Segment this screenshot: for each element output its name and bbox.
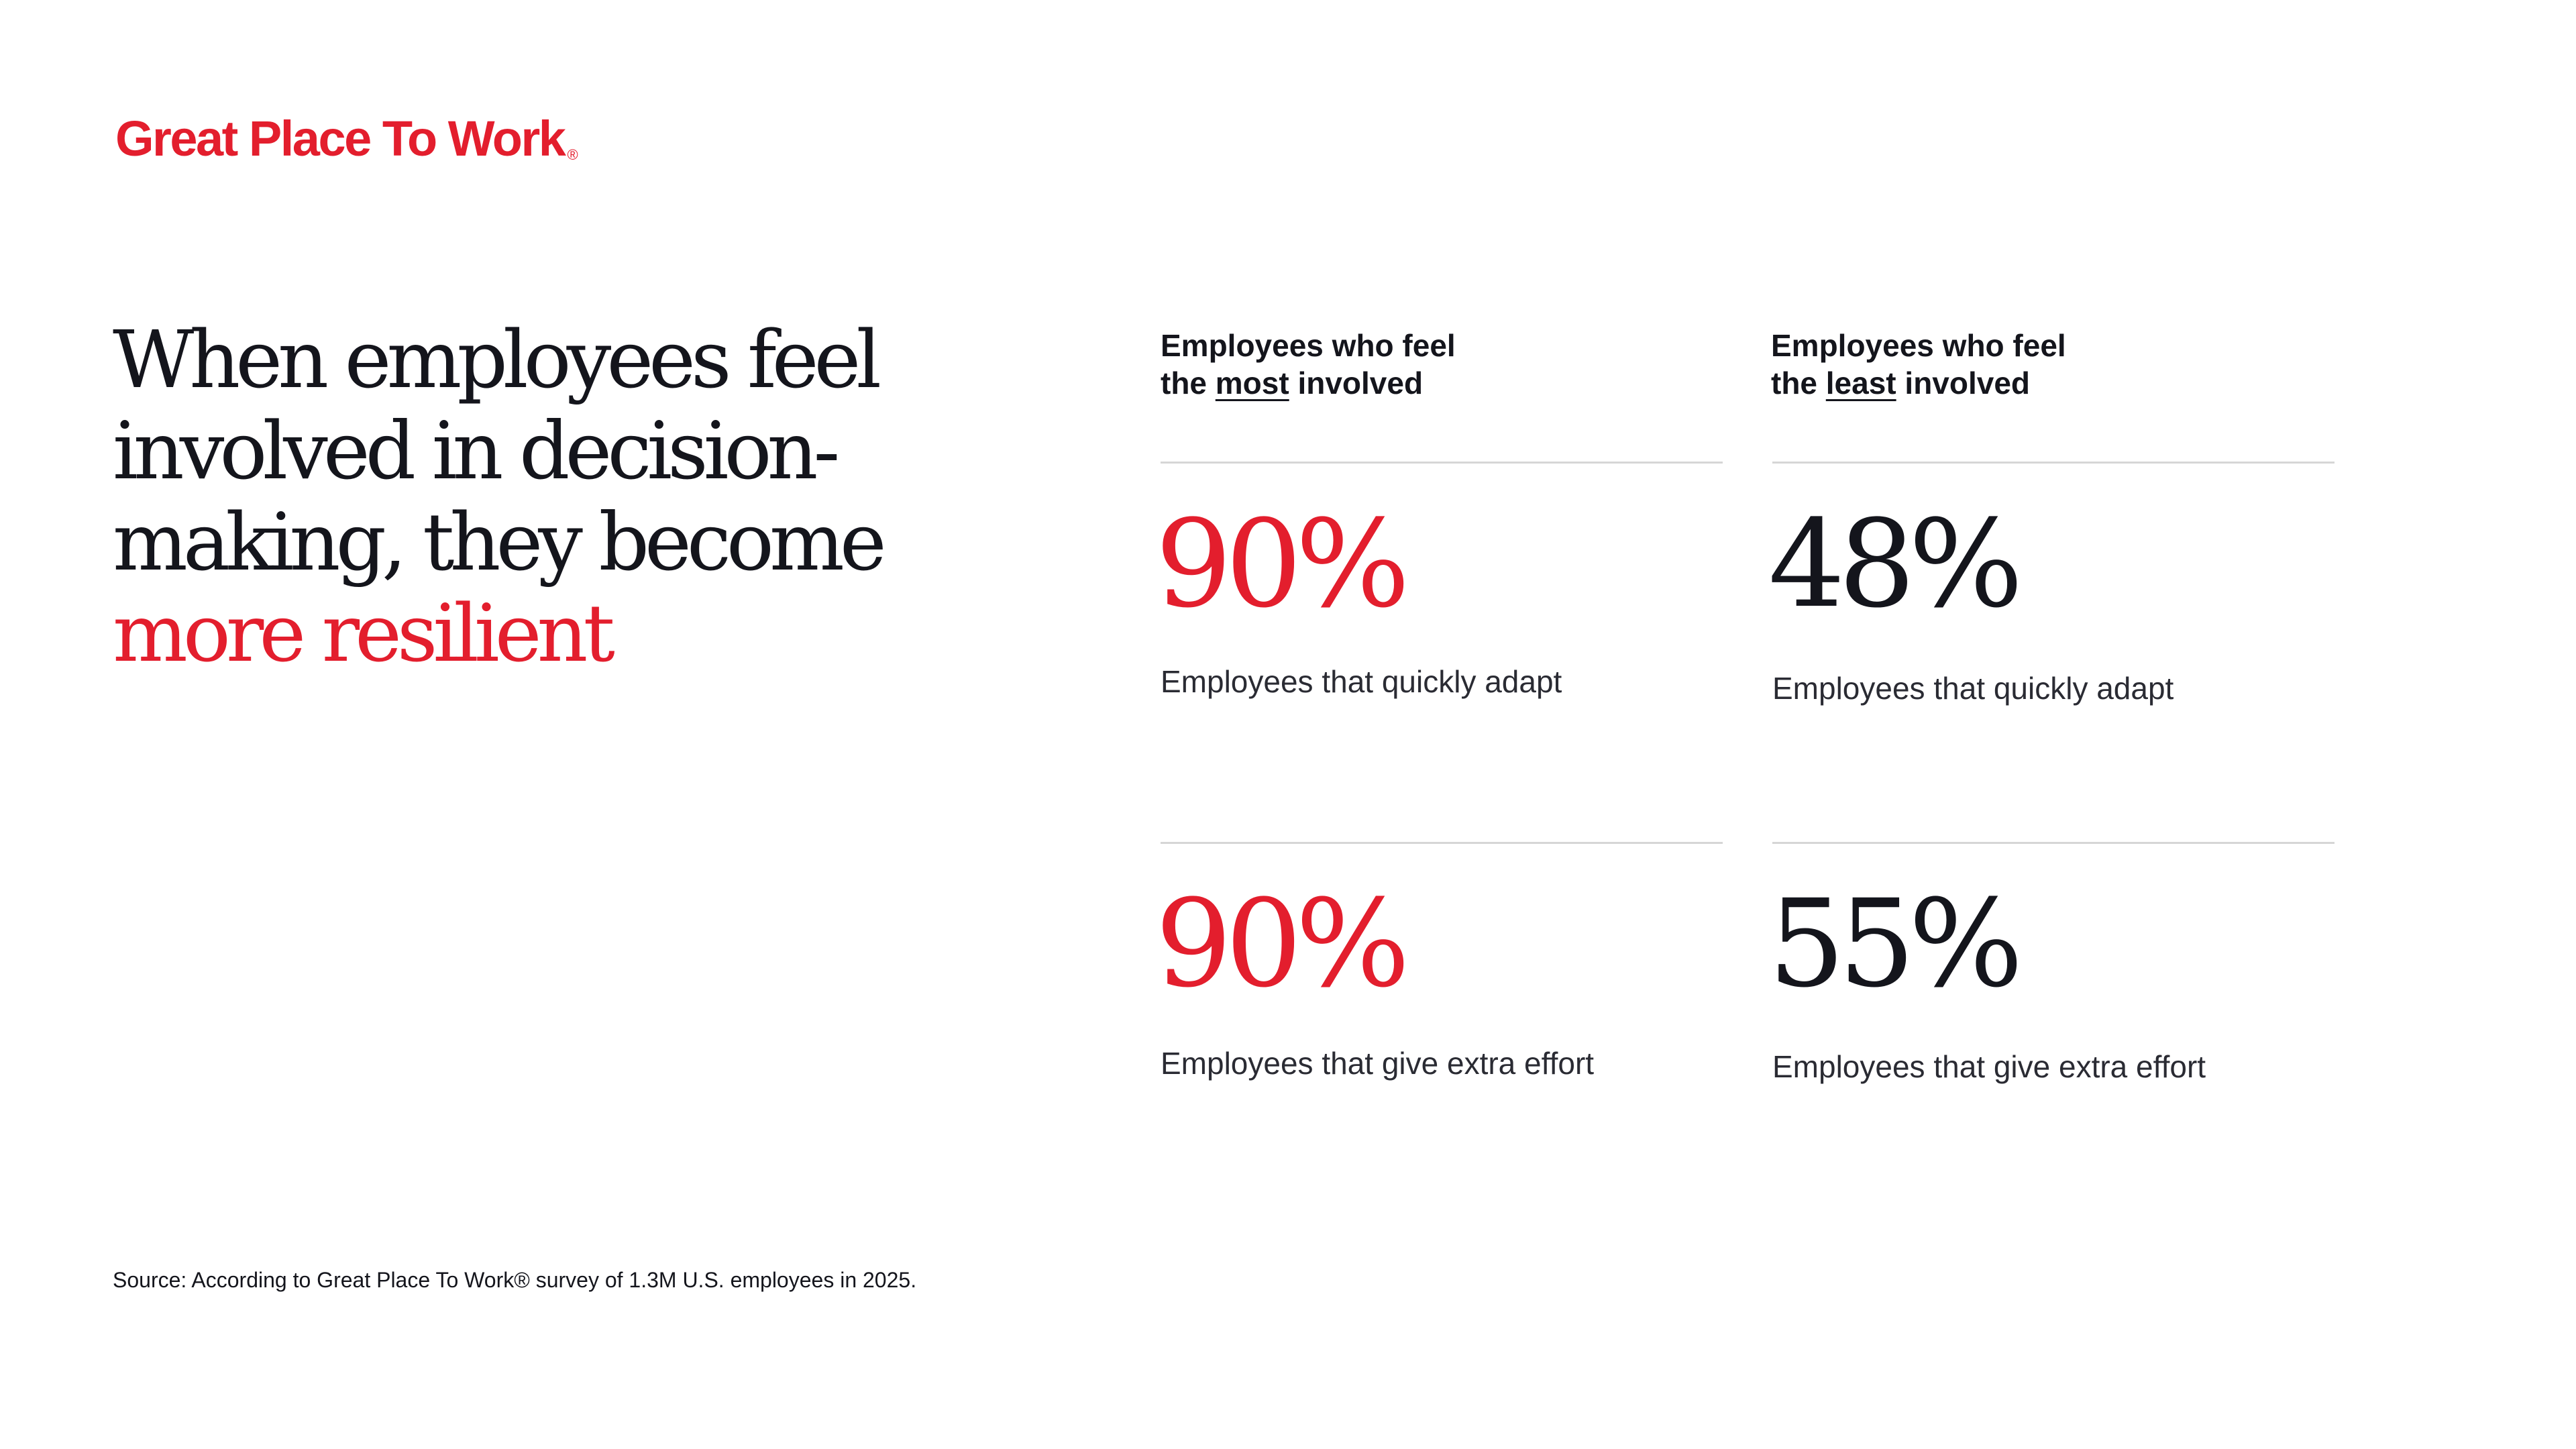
column-heading-line1: Employees who feel (1161, 328, 1456, 363)
stat-value-least-adapt: 48% (1768, 494, 2023, 635)
heading-suffix: involved (1896, 366, 2031, 400)
headline-accent: more resilient (113, 587, 615, 680)
stat-label-most-effort: Employees that give extra effort (1161, 1046, 1595, 1081)
column-heading-line1: Employees who feel (1771, 328, 2066, 363)
stat-label-most-adapt: Employees that quickly adapt (1161, 664, 1562, 699)
heading-emphasis: most (1215, 366, 1289, 400)
registered-mark: ® (567, 146, 578, 163)
divider-least-bottom (1772, 842, 2334, 844)
stat-label-least-effort: Employees that give extra effort (1772, 1049, 2206, 1084)
source-footnote: Source: According to Great Place To Work… (113, 1268, 917, 1292)
heading-prefix: the (1161, 366, 1216, 400)
column-heading-line2: the most involved (1161, 364, 1456, 402)
headline-main: When employees feel involved in decision… (113, 313, 887, 588)
heading-prefix: the (1771, 366, 1826, 400)
brand-logo-text: Great Place To Work (115, 111, 566, 166)
column-heading-most-involved: Employees who feel the most involved (1161, 327, 1456, 402)
stat-value-most-adapt: 90% (1155, 494, 1410, 635)
divider-most-top (1161, 462, 1723, 464)
brand-logo: Great Place To Work ® (115, 114, 578, 164)
stat-value-most-effort: 90% (1155, 874, 1410, 1014)
divider-least-top (1772, 462, 2334, 464)
divider-most-bottom (1161, 842, 1723, 844)
stat-value-least-effort: 55% (1768, 874, 2023, 1014)
column-heading-line2: the least involved (1771, 364, 2066, 402)
page-headline: When employees feel involved in decision… (113, 314, 985, 679)
stat-label-least-adapt: Employees that quickly adapt (1772, 671, 2174, 706)
heading-emphasis: least (1825, 366, 1896, 400)
column-heading-least-involved: Employees who feel the least involved (1771, 327, 2066, 402)
heading-suffix: involved (1289, 366, 1424, 400)
